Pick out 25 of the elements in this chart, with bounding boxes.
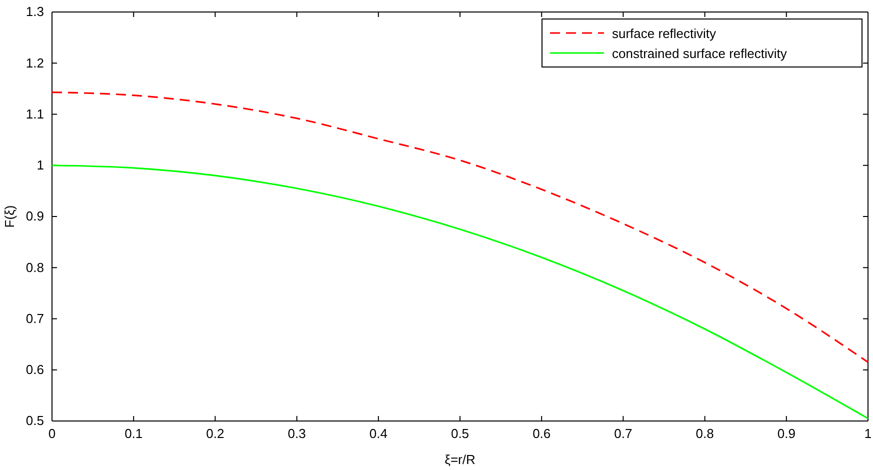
- x-tick-label: 0.7: [614, 426, 632, 442]
- x-tick-label: 0.8: [696, 426, 714, 442]
- y-axis-title: F(ξ): [2, 205, 17, 228]
- x-tick-label: 0.5: [450, 426, 470, 442]
- y-tick-label: 1.1: [26, 106, 44, 122]
- x-tick-label: 0.3: [288, 426, 306, 442]
- line-series: [51, 91, 869, 364]
- y-tick-label: 0.8: [26, 260, 44, 275]
- x-tick-label: 0.6: [532, 426, 551, 442]
- x-tick-label: 0.2: [206, 426, 224, 442]
- y-tick-label: 0.5: [26, 413, 44, 428]
- y-tick-label: 0.9: [26, 208, 44, 224]
- x-tick-label: 0.4: [369, 426, 388, 442]
- x-tick-label: 0: [48, 426, 56, 442]
- y-tick-label: 1.3: [26, 4, 44, 20]
- y-tick-label: 1: [36, 158, 44, 173]
- x-tick-label: 1: [864, 426, 872, 442]
- y-tick-label: 0.6: [26, 362, 44, 378]
- y-tick-label: 0.7: [26, 310, 44, 326]
- legend-label: surface reflectivity: [612, 26, 717, 41]
- x-tick-label: 0.9: [777, 426, 796, 442]
- x-tick-label: 0.1: [124, 426, 143, 442]
- legend-label: constrained surface reflectivity: [612, 46, 788, 61]
- x-axis-title: ξ=r/R: [444, 452, 476, 467]
- y-tick-label: 1.2: [26, 55, 44, 70]
